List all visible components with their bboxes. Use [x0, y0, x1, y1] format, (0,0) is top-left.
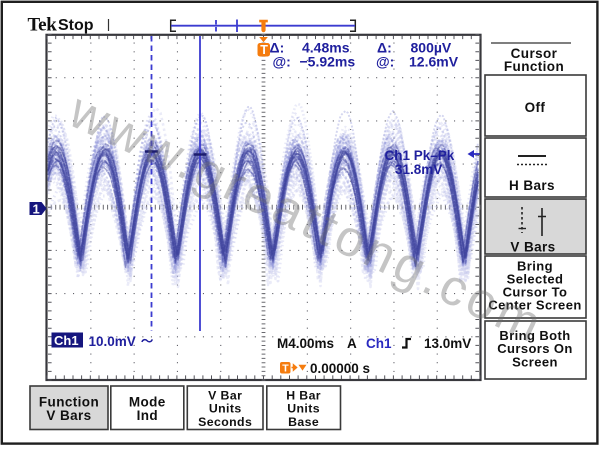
svg-text:V Bars: V Bars: [46, 408, 91, 423]
svg-text:Ind: Ind: [137, 408, 158, 423]
svg-text:Ch1: Ch1: [54, 333, 79, 348]
svg-text:13.0mV: 13.0mV: [424, 336, 471, 351]
svg-text:31.8mV: 31.8mV: [395, 162, 442, 177]
svg-text:1: 1: [33, 202, 40, 217]
svg-text:Tek: Tek: [28, 15, 58, 36]
svg-text:Function: Function: [39, 395, 99, 410]
svg-text:H Bars: H Bars: [509, 178, 555, 193]
svg-text:Units: Units: [287, 402, 320, 416]
svg-text:4.48ms: 4.48ms: [302, 39, 350, 55]
svg-text:Ch1: Ch1: [366, 336, 392, 351]
svg-text:@:: @:: [273, 54, 291, 70]
svg-text:Units: Units: [209, 402, 242, 416]
svg-text:800µV: 800µV: [411, 39, 452, 55]
svg-text:Cursors On: Cursors On: [497, 341, 573, 356]
svg-text:V Bar: V Bar: [208, 389, 242, 403]
svg-text:Δ:: Δ:: [377, 39, 392, 55]
svg-text:Bring Both: Bring Both: [499, 328, 570, 343]
svg-text:M4.00ms: M4.00ms: [277, 336, 334, 351]
svg-text:12.6mV: 12.6mV: [409, 54, 459, 70]
svg-text:H Bar: H Bar: [286, 389, 321, 403]
svg-text:Mode: Mode: [129, 395, 166, 410]
svg-text:−5.92ms: −5.92ms: [300, 54, 356, 70]
svg-text:10.0mV: 10.0mV: [89, 334, 136, 349]
svg-text:T: T: [260, 43, 268, 57]
svg-text:Ch1 Pk–Pk: Ch1 Pk–Pk: [385, 148, 455, 163]
svg-text:Base: Base: [288, 415, 319, 429]
svg-text:T: T: [282, 363, 289, 375]
svg-text:Cursor: Cursor: [511, 46, 558, 61]
svg-text:Function: Function: [504, 59, 564, 74]
svg-text:Δ:: Δ:: [270, 39, 285, 55]
svg-text:Cursor To: Cursor To: [503, 285, 568, 300]
svg-text:Selected: Selected: [507, 272, 564, 287]
svg-text:Seconds: Seconds: [198, 415, 252, 429]
svg-text:Center Screen: Center Screen: [488, 298, 581, 313]
svg-text:Bring: Bring: [517, 259, 553, 274]
svg-text:Off: Off: [525, 100, 546, 115]
svg-text:@:: @:: [376, 54, 394, 70]
svg-text:A: A: [347, 336, 357, 351]
svg-text:V Bars: V Bars: [510, 240, 555, 255]
svg-text:0.00000 s: 0.00000 s: [310, 361, 370, 376]
svg-text:Stop: Stop: [58, 17, 94, 34]
svg-text:Screen: Screen: [512, 355, 558, 370]
